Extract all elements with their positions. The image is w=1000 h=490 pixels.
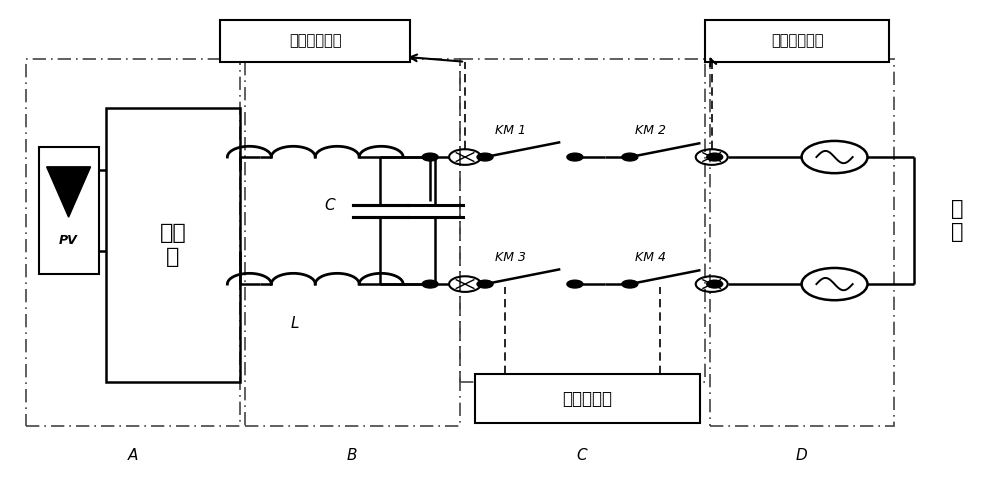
Text: KM 3: KM 3 bbox=[495, 251, 526, 264]
Bar bbox=[475, 374, 700, 423]
Text: C: C bbox=[577, 447, 587, 463]
Text: B: B bbox=[347, 447, 357, 463]
Circle shape bbox=[567, 280, 583, 288]
Bar bbox=[106, 108, 240, 382]
Circle shape bbox=[477, 153, 493, 161]
Circle shape bbox=[567, 153, 583, 161]
Text: A: A bbox=[127, 447, 138, 463]
Bar bbox=[220, 20, 410, 62]
Text: PV: PV bbox=[59, 234, 78, 247]
Bar bbox=[39, 147, 99, 274]
Text: L: L bbox=[291, 316, 300, 331]
Text: KM 1: KM 1 bbox=[495, 123, 526, 137]
Text: 电网电压检测: 电网电压检测 bbox=[771, 33, 823, 49]
Circle shape bbox=[707, 280, 723, 288]
Text: KM 2: KM 2 bbox=[635, 123, 666, 137]
Circle shape bbox=[422, 280, 438, 288]
Text: 逆变
器: 逆变 器 bbox=[160, 223, 186, 267]
Bar bbox=[710, 59, 894, 426]
Bar bbox=[460, 59, 705, 382]
Circle shape bbox=[422, 153, 438, 161]
Text: C: C bbox=[325, 198, 335, 214]
Bar bbox=[705, 20, 889, 62]
Circle shape bbox=[707, 153, 723, 161]
Circle shape bbox=[477, 280, 493, 288]
Bar bbox=[245, 59, 460, 426]
Text: 继电器驱动: 继电器驱动 bbox=[562, 390, 612, 408]
Bar bbox=[26, 59, 240, 426]
Text: D: D bbox=[796, 447, 807, 463]
Polygon shape bbox=[47, 167, 91, 217]
Circle shape bbox=[622, 280, 638, 288]
Text: 逆变电压检测: 逆变电压检测 bbox=[289, 33, 342, 49]
Text: 电
网: 电 网 bbox=[951, 199, 964, 242]
Text: KM 4: KM 4 bbox=[635, 251, 666, 264]
Circle shape bbox=[622, 153, 638, 161]
